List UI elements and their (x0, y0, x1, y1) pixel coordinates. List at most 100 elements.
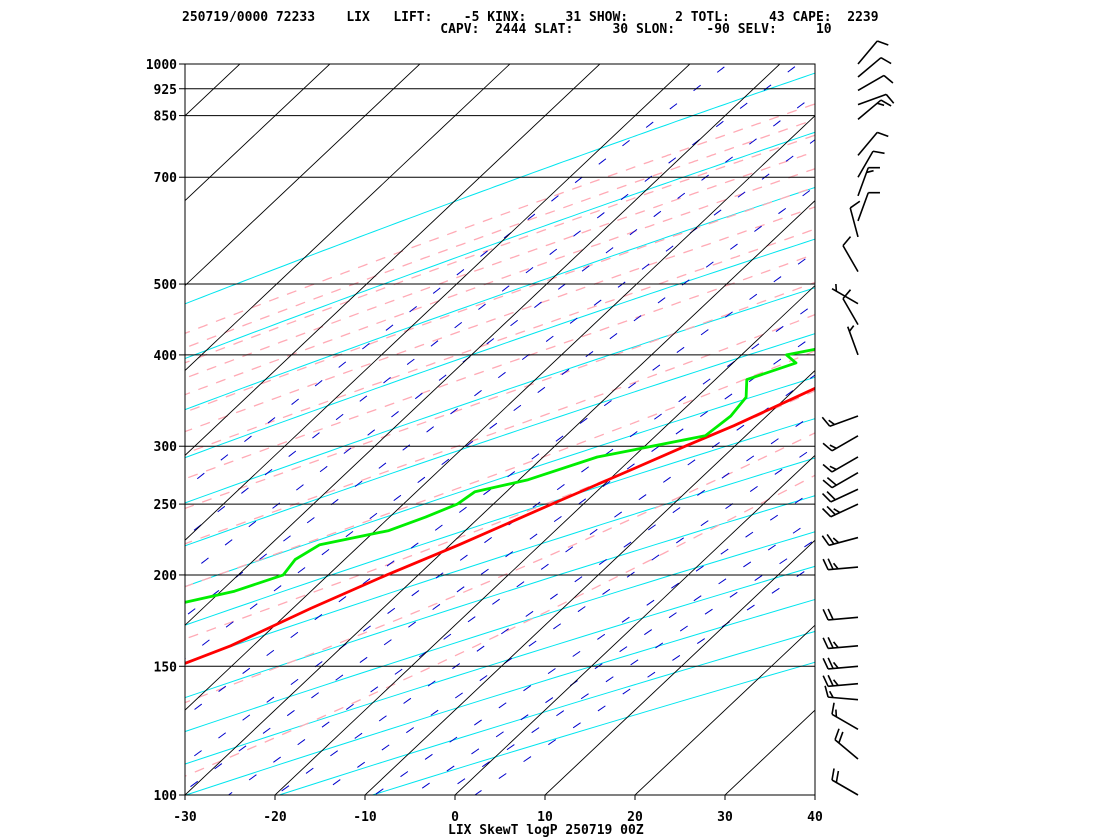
pressure-tick-label: 850 (154, 110, 178, 125)
pressure-tick-label: 500 (154, 278, 178, 293)
moist-adiabat (185, 228, 815, 455)
moist-adiabat (185, 432, 815, 704)
mixing-ratio-line (185, 186, 815, 660)
dry-adiabat (185, 457, 815, 663)
temperature-tick-label: 20 (627, 810, 643, 825)
wind-barb (821, 503, 859, 518)
isotherm (888, 49, 1120, 812)
wind-barb (821, 488, 859, 503)
dry-adiabat (185, 186, 815, 411)
wind-barbs (821, 40, 895, 796)
isotherm (185, 64, 511, 372)
wind-barb (857, 166, 880, 197)
dry-adiabat (185, 72, 815, 305)
dry-adiabat (185, 495, 815, 699)
isotherm (364, 369, 815, 795)
isotherm (814, 794, 815, 795)
dry-adiabat (185, 376, 815, 588)
wind-barb (822, 456, 859, 473)
isotherm (185, 115, 815, 711)
pressure-tick-label: 400 (154, 349, 178, 364)
temperature-tick-label: -30 (173, 810, 197, 825)
mixing-ratio-line (185, 93, 815, 577)
mixing-ratio-line (317, 446, 815, 795)
isotherm (454, 454, 815, 795)
wind-barb (822, 472, 859, 489)
dry-adiabat (185, 287, 815, 504)
temperature-tick-label: -20 (263, 810, 287, 825)
isotherm (0, 49, 166, 812)
isotherm (185, 64, 601, 456)
pressure-tick-label: 700 (154, 171, 178, 186)
wind-barb (857, 191, 880, 222)
moist-adiabat (185, 253, 815, 480)
chart-title: LIX SkewT logP 250719 00Z (448, 823, 644, 838)
wind-barb (822, 558, 859, 571)
wind-barb (857, 131, 889, 156)
mixing-ratio-line (185, 251, 815, 718)
wind-barb (857, 74, 894, 92)
mixing-ratio-line (185, 302, 815, 764)
wind-barb (822, 657, 859, 670)
moist-adiabat (185, 281, 815, 510)
mixing-ratio-line (227, 374, 815, 795)
pressure-tick-label: 150 (154, 660, 178, 675)
moist-adiabat (185, 186, 815, 413)
wind-barb (846, 325, 859, 356)
isotherm (185, 64, 781, 626)
wind-barb (834, 728, 859, 760)
isotherm (185, 64, 241, 117)
mixing-ratio-line (373, 489, 815, 795)
isotherm (185, 64, 331, 202)
wind-barb (857, 56, 892, 78)
plot-frame (184, 63, 816, 796)
background-lines (0, 49, 1120, 812)
pressure-tick-label: 925 (154, 83, 177, 98)
temperature-ticks: -30 -20 -10 0 10 20 30 40 (173, 795, 823, 825)
pressure-tick-label: 100 (154, 789, 178, 804)
mixing-ratio-line (411, 517, 815, 795)
temperature-tick-label: -10 (353, 810, 377, 825)
header-line-2: CAPV: 2444 SLAT: 30 SLON: -90 SELV: 10 (182, 22, 832, 37)
header-line-1: 250719/0000 72233 LIX LIFT: -5 KINX: 31 … (182, 10, 879, 25)
dry-adiabat (185, 238, 815, 459)
wind-barb (824, 685, 859, 701)
wind-barb (857, 99, 892, 120)
wind-barb (822, 674, 859, 688)
isotherm (634, 624, 815, 795)
isotherm (185, 64, 421, 287)
wind-barb (831, 768, 859, 796)
temperature-tick-label: 30 (717, 810, 733, 825)
mixing-ratio-line (275, 412, 815, 795)
wind-barb (857, 40, 889, 65)
isotherm (274, 284, 815, 795)
moist-adiabat (185, 390, 815, 640)
wind-barb (821, 533, 859, 547)
pressure-tick-label: 250 (154, 498, 178, 513)
moist-adiabat (185, 150, 815, 379)
moist-adiabat (185, 474, 815, 777)
moist-adiabat (185, 313, 815, 545)
isotherm (724, 709, 815, 795)
wind-barb (857, 150, 885, 178)
mixing-ratio-line (474, 563, 815, 795)
pressure-tick-label: 300 (154, 440, 178, 455)
dry-adiabat (185, 598, 815, 795)
dry-adiabat (185, 333, 815, 547)
isotherm (0, 49, 76, 812)
mixing-ratio-line (440, 539, 815, 795)
isotherm (544, 539, 815, 795)
isotherm (185, 64, 691, 541)
dry-adiabat (185, 565, 815, 765)
temperature-tick-label: 40 (807, 810, 823, 825)
temperature-tick-label: 0 (451, 810, 459, 825)
wind-barb (857, 93, 895, 106)
wind-barb (842, 289, 859, 326)
wind-barb (831, 283, 859, 305)
mixing-ratio-line (185, 334, 815, 792)
dry-adiabat (370, 661, 815, 795)
wind-barb (842, 236, 859, 273)
wind-barb (822, 435, 859, 452)
isotherm (185, 200, 815, 795)
